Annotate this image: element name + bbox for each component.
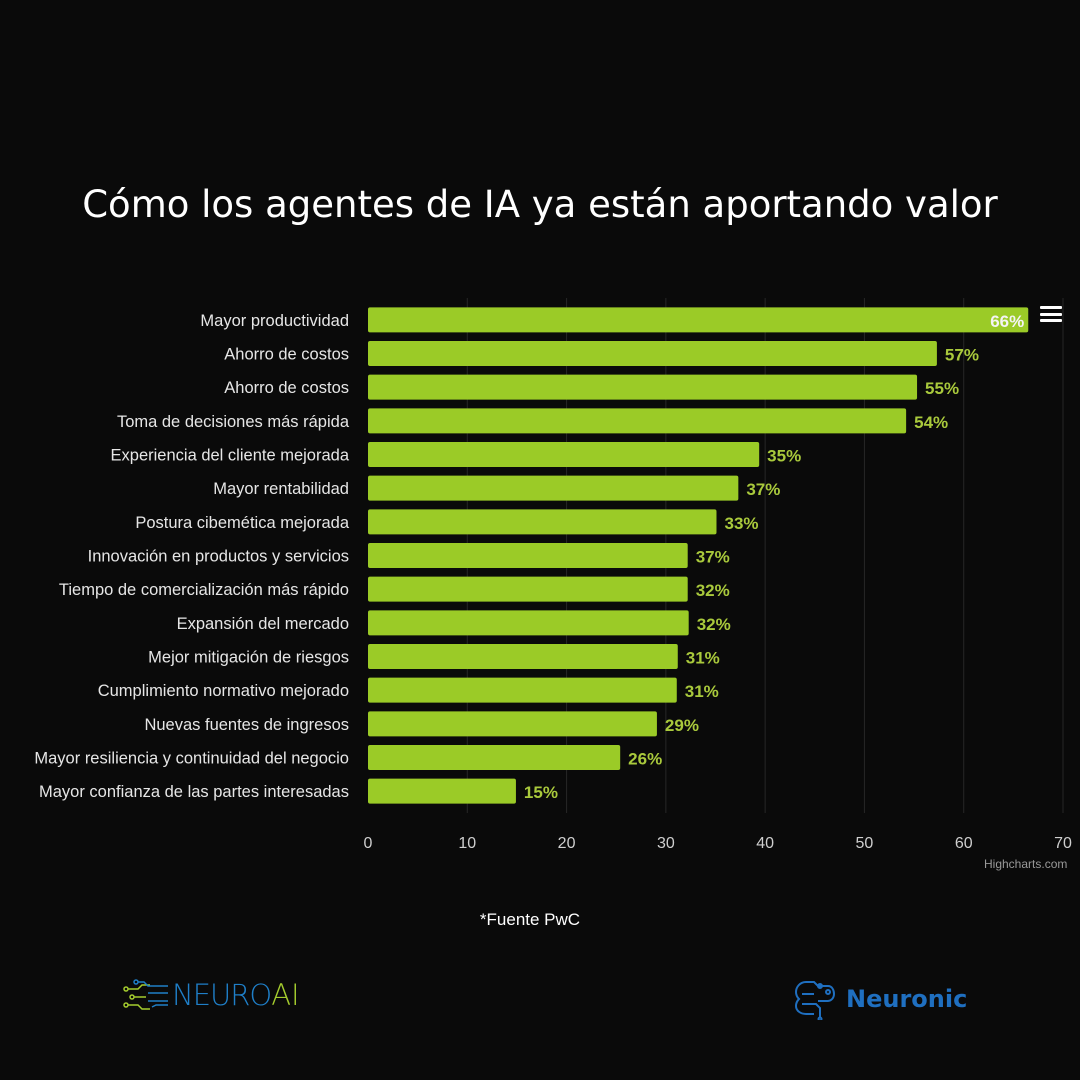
data-label: 57%: [945, 346, 979, 365]
bar: [368, 408, 907, 434]
category-label: Mayor productividad: [200, 312, 349, 330]
page-title: Cómo los agentes de IA ya están aportand…: [82, 183, 998, 226]
data-label: 66%: [990, 312, 1024, 331]
neuroai-logo: NEURO AI: [122, 978, 300, 1012]
bar: [368, 610, 689, 636]
bar-chart: 0 10 20 30 40 50 60 70 Mayor productividad 66% Aho…: [34, 298, 1072, 852]
x-tick-label: 70: [1054, 835, 1072, 852]
chart-menu-button[interactable]: [1040, 306, 1062, 322]
data-label: 37%: [696, 548, 730, 567]
bar: [368, 677, 677, 703]
category-label: Experiencia del cliente mejorada: [111, 447, 350, 465]
bar: [368, 576, 688, 602]
bar: [368, 644, 678, 669]
x-tick-label: 30: [657, 835, 675, 852]
x-tick-label: 40: [756, 835, 774, 852]
data-label: 15%: [524, 783, 558, 802]
logo-text-neuro: NEURO: [172, 978, 272, 1012]
bar: [368, 442, 760, 467]
x-tick-label: 0: [364, 835, 373, 852]
data-label: 29%: [665, 716, 699, 735]
menu-icon-line: [1040, 319, 1062, 322]
bar: [368, 711, 657, 737]
bar: [368, 307, 1029, 333]
category-label: Postura cibemética mejorada: [135, 514, 350, 532]
brain-circuit-icon: [794, 981, 836, 1020]
category-label: Toma de decisiones más rápida: [117, 413, 350, 431]
bar: [368, 475, 739, 501]
bar: [368, 341, 937, 366]
category-label: Innovación en productos y servicios: [88, 548, 349, 566]
source-note: *Fuente PwC: [479, 910, 581, 929]
data-label: 31%: [686, 649, 720, 668]
category-label: Ahorro de costos: [224, 379, 349, 397]
category-label: Expansión del mercado: [177, 615, 349, 633]
x-tick-label: 10: [458, 835, 476, 852]
bar: [368, 543, 688, 568]
data-label: 32%: [697, 615, 731, 634]
logo-text-neuronic: Neuronic: [846, 985, 968, 1013]
data-label: 55%: [925, 379, 959, 398]
data-label: 32%: [696, 581, 730, 600]
neuronic-logo: Neuronic: [792, 978, 967, 1020]
x-tick-label: 60: [955, 835, 973, 852]
category-label: Mayor confianza de las partes interesada…: [39, 783, 349, 801]
x-tick-label: 50: [856, 835, 874, 852]
bar: [368, 374, 918, 400]
bar: [368, 745, 621, 770]
data-label: 26%: [628, 750, 662, 769]
bar: [368, 509, 717, 535]
bar: [368, 778, 516, 804]
category-label: Ahorro de costos: [224, 346, 349, 364]
data-label: 31%: [685, 682, 719, 701]
menu-icon-line: [1040, 312, 1062, 316]
category-label: Nuevas fuentes de ingresos: [144, 716, 349, 734]
category-label: Tiempo de comercialización más rápido: [59, 581, 349, 599]
data-label: 35%: [767, 447, 801, 466]
highcharts-credits[interactable]: Highcharts.com: [984, 857, 1068, 871]
category-label: Mayor resiliencia y continuidad del nego…: [34, 750, 349, 768]
circuit-icon: [123, 979, 168, 1010]
data-label: 33%: [724, 514, 758, 533]
logo-text-ai: AI: [271, 978, 300, 1012]
category-label: Mejor mitigación de riesgos: [148, 649, 349, 667]
data-label: 54%: [914, 413, 948, 432]
category-label: Mayor rentabilidad: [213, 480, 349, 498]
x-tick-label: 20: [558, 835, 576, 852]
menu-icon-line: [1040, 306, 1062, 309]
data-label: 37%: [746, 480, 780, 499]
category-label: Cumplimiento normativo mejorado: [98, 682, 349, 700]
